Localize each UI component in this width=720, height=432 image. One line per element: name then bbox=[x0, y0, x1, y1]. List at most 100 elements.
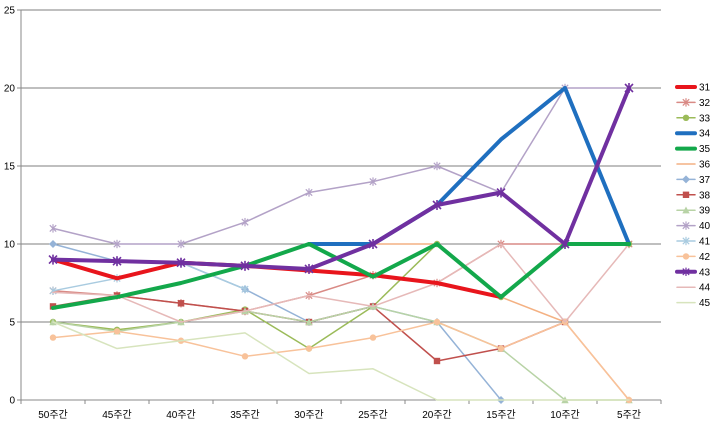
legend-item-31: 31 bbox=[675, 83, 711, 94]
legend-item-34: 34 bbox=[675, 129, 711, 140]
series-line-35 bbox=[51, 242, 631, 310]
legend: 31 32 33 34 35 36 37 38 39 40 41 42 43 44 45 bbox=[675, 83, 711, 309]
legend-item-33: 33 bbox=[676, 113, 711, 124]
x-tick-label: 25주간 bbox=[358, 409, 388, 421]
data-point bbox=[496, 187, 506, 198]
series-line-42 bbox=[52, 321, 630, 401]
x-tick-label: 40주간 bbox=[166, 409, 196, 421]
data-point bbox=[241, 285, 249, 294]
series-35 bbox=[51, 242, 631, 310]
data-point bbox=[305, 345, 313, 352]
x-tick-label: 5주간 bbox=[617, 409, 641, 421]
series-layer bbox=[48, 83, 634, 404]
data-point bbox=[682, 236, 690, 246]
data-point bbox=[433, 161, 441, 171]
data-point bbox=[49, 224, 57, 233]
data-point bbox=[432, 200, 442, 210]
data-point bbox=[112, 256, 122, 267]
data-point bbox=[241, 217, 249, 227]
data-point bbox=[48, 254, 58, 265]
x-tick-label: 30주간 bbox=[294, 409, 324, 421]
y-tick-label: 20 bbox=[4, 84, 16, 95]
data-point bbox=[113, 239, 121, 249]
data-point bbox=[368, 239, 378, 249]
data-point bbox=[176, 257, 186, 268]
data-point bbox=[304, 263, 314, 274]
legend-item-43: 43 bbox=[675, 267, 711, 278]
data-point bbox=[682, 114, 690, 122]
series-42 bbox=[49, 318, 633, 404]
data-point bbox=[560, 239, 570, 249]
legend-label: 42 bbox=[699, 252, 711, 263]
data-point bbox=[113, 328, 121, 335]
legend-label: 31 bbox=[699, 83, 711, 94]
data-point bbox=[240, 260, 250, 271]
y-axis-ticks: 0 5 10 15 20 25 bbox=[4, 6, 21, 407]
legend-item-32: 32 bbox=[676, 98, 711, 109]
legend-item-44: 44 bbox=[676, 283, 711, 294]
legend-label: 34 bbox=[699, 129, 711, 140]
y-tick-label: 0 bbox=[9, 396, 15, 407]
x-tick-label: 45주간 bbox=[102, 409, 132, 421]
x-tick-label: 50주간 bbox=[38, 409, 68, 421]
data-point bbox=[241, 353, 249, 360]
legend-item-39: 39 bbox=[676, 206, 711, 217]
legend-item-36: 36 bbox=[676, 160, 711, 171]
legend-label: 45 bbox=[699, 298, 711, 309]
data-point bbox=[682, 206, 690, 214]
y-tick-label: 15 bbox=[4, 162, 16, 173]
data-point bbox=[305, 318, 313, 326]
data-point bbox=[682, 191, 690, 198]
data-point bbox=[682, 267, 690, 276]
legend-item-37: 37 bbox=[676, 175, 711, 186]
series-43 bbox=[48, 83, 634, 274]
legend-label: 36 bbox=[699, 160, 711, 171]
y-tick-label: 10 bbox=[4, 240, 16, 251]
legend-label: 41 bbox=[699, 237, 711, 248]
series-line-39 bbox=[52, 305, 630, 401]
series-44 bbox=[52, 243, 630, 323]
legend-item-40: 40 bbox=[676, 221, 711, 232]
legend-label: 44 bbox=[699, 283, 711, 294]
data-point bbox=[497, 345, 505, 352]
legend-label: 37 bbox=[699, 175, 711, 186]
legend-item-38: 38 bbox=[676, 190, 711, 201]
x-tick-label: 35주간 bbox=[230, 409, 260, 421]
x-tick-label: 15주간 bbox=[486, 409, 516, 421]
data-point bbox=[177, 239, 185, 249]
plot-area bbox=[21, 10, 661, 400]
data-point bbox=[369, 334, 377, 341]
data-point bbox=[682, 253, 690, 260]
legend-label: 39 bbox=[699, 206, 711, 217]
data-point bbox=[433, 357, 441, 365]
data-point bbox=[49, 240, 57, 248]
legend-label: 43 bbox=[699, 267, 711, 278]
series-line-34 bbox=[307, 86, 631, 246]
x-tick-label: 10주간 bbox=[550, 409, 580, 421]
x-tick-label: 20주간 bbox=[422, 409, 452, 421]
data-point bbox=[369, 177, 377, 186]
legend-label: 33 bbox=[699, 113, 711, 124]
legend-item-35: 35 bbox=[675, 144, 711, 155]
data-point bbox=[624, 83, 634, 93]
data-point bbox=[682, 221, 690, 230]
data-point bbox=[177, 300, 185, 307]
data-point bbox=[682, 175, 690, 184]
series-line-45 bbox=[52, 321, 630, 401]
legend-label: 35 bbox=[699, 144, 711, 155]
y-tick-label: 25 bbox=[4, 6, 16, 17]
legend-label: 40 bbox=[699, 221, 711, 232]
legend-item-42: 42 bbox=[676, 252, 711, 263]
series-line-40 bbox=[52, 87, 630, 245]
series-line-44 bbox=[52, 243, 630, 323]
data-point bbox=[305, 188, 313, 197]
y-tick-label: 5 bbox=[9, 318, 15, 329]
x-axis-ticks: 50주간 45주간 40주간 35주간 30주간 25주간 20주간 15주간 10주간 5주간 bbox=[20, 400, 662, 421]
legend-label: 32 bbox=[699, 98, 711, 109]
data-point bbox=[433, 318, 441, 326]
legend-label: 38 bbox=[699, 190, 711, 201]
series-34 bbox=[307, 86, 631, 246]
data-point bbox=[682, 98, 690, 107]
legend-item-45: 45 bbox=[676, 298, 711, 309]
